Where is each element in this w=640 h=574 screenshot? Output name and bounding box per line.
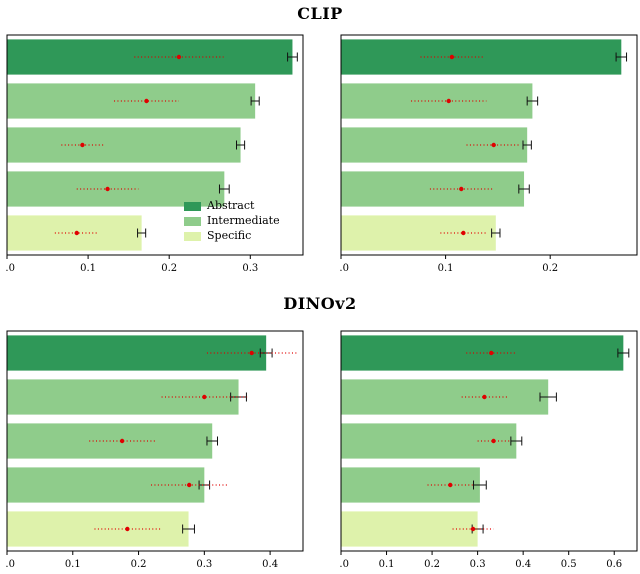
plot-frame bbox=[340, 330, 638, 552]
mean-marker bbox=[144, 98, 149, 104]
bar bbox=[341, 335, 624, 371]
chart-svg-clip-left: 0.0 0.1 0.2 0.3 bbox=[6, 34, 304, 274]
mean-marker bbox=[482, 394, 487, 400]
bar bbox=[341, 511, 478, 547]
x-tick-label: 0.0 bbox=[340, 263, 349, 274]
plot-frame bbox=[6, 34, 304, 256]
x-tick-label: 0.5 bbox=[561, 559, 577, 570]
mean-marker bbox=[249, 350, 254, 356]
legend-swatch-specific bbox=[184, 231, 201, 241]
chart-svg-dinov2-left: 0.0 0.1 0.2 0.3 0.4 bbox=[6, 330, 304, 570]
title-dinov2: DINOv2 bbox=[283, 294, 357, 313]
chart-panel-dinov2-left: 0.0 0.1 0.2 0.3 0.4 bbox=[6, 330, 304, 570]
x-tick-label: 0.4 bbox=[262, 559, 278, 570]
mean-marker bbox=[119, 438, 125, 444]
mean-marker bbox=[470, 526, 476, 532]
legend-label-abstract: Abstract bbox=[207, 199, 255, 212]
x-tick-label: 0.3 bbox=[242, 263, 258, 274]
mean-marker bbox=[187, 482, 192, 488]
legend-swatch-abstract bbox=[184, 201, 201, 211]
legend-label-intermediate: Intermediate bbox=[207, 214, 280, 227]
x-tick-label: 0.1 bbox=[80, 263, 96, 274]
x-tick-label: 0.0 bbox=[340, 559, 349, 570]
mean-marker bbox=[491, 438, 496, 444]
x-tick-label: 0.1 bbox=[65, 559, 81, 570]
bar bbox=[341, 379, 549, 415]
chart-panel-clip-right: 0.0 0.1 0.2 bbox=[340, 34, 638, 274]
plot-frame bbox=[340, 34, 638, 256]
bar bbox=[7, 127, 241, 163]
mean-marker bbox=[446, 98, 451, 104]
chart-panel-dinov2-right: 0.0 0.1 0.2 0.3 0.4 0.5 0.6 bbox=[340, 330, 638, 570]
bar bbox=[341, 467, 480, 503]
x-tick-label: 0.3 bbox=[470, 559, 486, 570]
mean-marker bbox=[459, 186, 464, 192]
bar bbox=[341, 127, 528, 163]
x-tick-label: 0.0 bbox=[6, 559, 15, 570]
x-tick-label: 0.1 bbox=[379, 559, 395, 570]
mean-marker bbox=[125, 526, 130, 532]
mean-marker bbox=[74, 230, 79, 236]
bar bbox=[341, 423, 517, 459]
chart-svg-clip-right: 0.0 0.1 0.2 bbox=[340, 34, 638, 274]
bar bbox=[7, 335, 267, 371]
legend-item-abstract: Abstract bbox=[184, 199, 280, 213]
bar bbox=[7, 39, 293, 75]
x-tick-label: 0.0 bbox=[6, 263, 15, 274]
mean-marker bbox=[449, 54, 455, 60]
chart-svg-dinov2-right: 0.0 0.1 0.2 0.3 0.4 0.5 0.6 bbox=[340, 330, 638, 570]
x-tick-label: 0.4 bbox=[515, 559, 531, 570]
mean-marker bbox=[202, 394, 207, 400]
bar bbox=[341, 171, 525, 207]
mean-marker bbox=[489, 350, 494, 356]
x-tick-label: 0.2 bbox=[542, 263, 558, 274]
mean-marker bbox=[461, 230, 466, 236]
legend-swatch-intermediate bbox=[184, 216, 201, 226]
bar bbox=[7, 171, 225, 207]
x-tick-label: 0.2 bbox=[131, 559, 147, 570]
bar bbox=[7, 511, 189, 547]
legend: Abstract Intermediate Specific bbox=[184, 199, 280, 244]
bar bbox=[7, 423, 213, 459]
mean-marker bbox=[448, 482, 453, 488]
x-tick-label: 0.2 bbox=[161, 263, 177, 274]
chart-panel-clip-left: Abstract Intermediate Specific 0.0 0.1 0.2… bbox=[6, 34, 304, 274]
bar bbox=[341, 39, 622, 75]
bar bbox=[341, 83, 533, 119]
plot-frame bbox=[6, 330, 304, 552]
x-tick-label: 0.1 bbox=[438, 263, 454, 274]
legend-label-specific: Specific bbox=[207, 229, 252, 242]
mean-marker bbox=[105, 186, 110, 192]
x-tick-label: 0.3 bbox=[196, 559, 212, 570]
mean-marker bbox=[176, 54, 182, 60]
x-tick-label: 0.2 bbox=[424, 559, 440, 570]
bar bbox=[7, 215, 142, 251]
x-tick-label: 0.6 bbox=[606, 559, 622, 570]
legend-item-specific: Specific bbox=[184, 229, 280, 243]
title-clip: CLIP bbox=[297, 4, 343, 23]
legend-item-intermediate: Intermediate bbox=[184, 214, 280, 228]
mean-marker bbox=[80, 142, 85, 148]
mean-marker bbox=[491, 142, 496, 148]
bar bbox=[7, 467, 205, 503]
bar bbox=[341, 215, 496, 251]
